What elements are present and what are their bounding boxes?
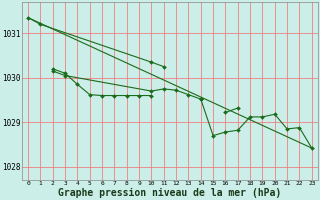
X-axis label: Graphe pression niveau de la mer (hPa): Graphe pression niveau de la mer (hPa) [58,188,282,198]
